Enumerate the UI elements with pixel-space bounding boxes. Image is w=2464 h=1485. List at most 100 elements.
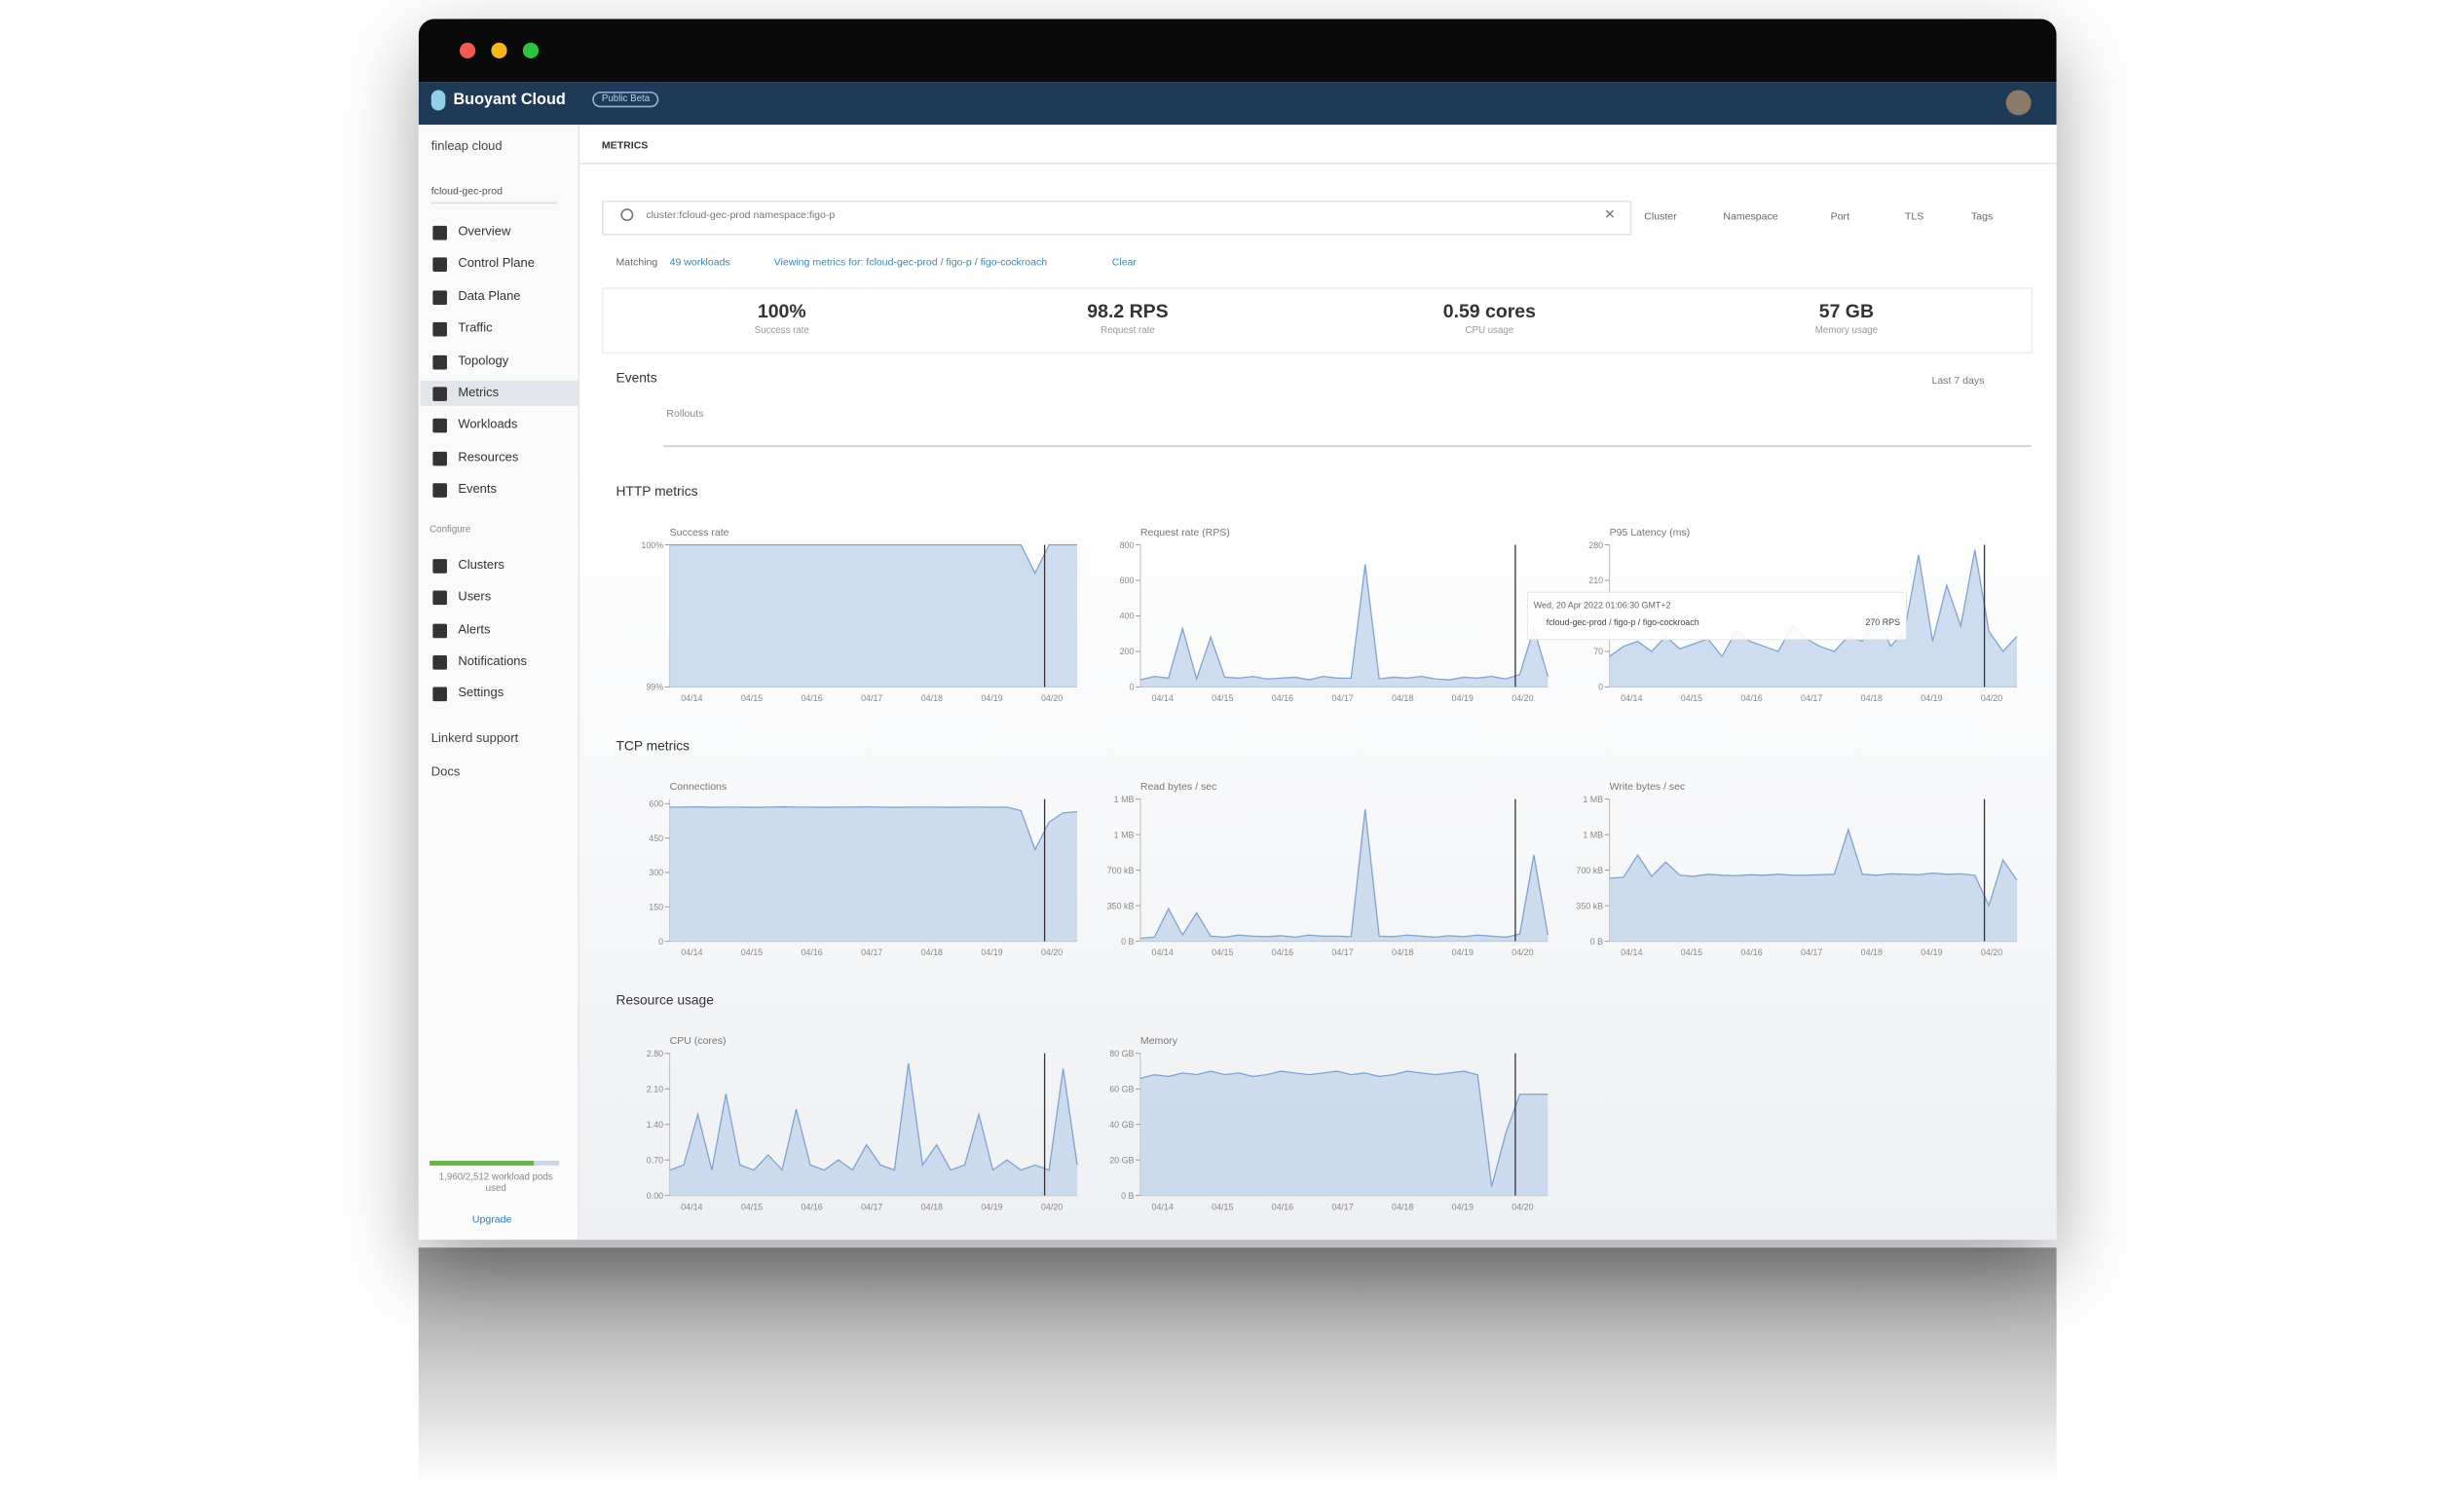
maximize-dot[interactable]: [522, 42, 540, 59]
x-tick-label: 04/16: [1272, 693, 1293, 703]
matching-clear[interactable]: Clear: [1111, 257, 1137, 269]
area-fill: [669, 1063, 1078, 1196]
x-tick-label: 04/19: [1452, 947, 1474, 957]
title-bar: [418, 19, 2057, 83]
nav-icon: [432, 322, 447, 337]
area-fill: [669, 806, 1078, 942]
x-tick-label: 04/15: [1681, 947, 1702, 957]
divider: [579, 163, 2057, 165]
x-tick-label: 04/15: [1212, 1202, 1233, 1211]
tooltip-time: Wed, 20 Apr 2022 01:06:30 GMT+2: [1534, 600, 1671, 610]
area-fill: [1609, 829, 2018, 942]
filter-dropdown[interactable]: Namespace: [1723, 211, 1778, 223]
x-tick-label: 04/18: [921, 1202, 943, 1211]
y-tick-label: 1 MB: [1114, 830, 1135, 839]
y-tick-label: 600: [1120, 575, 1135, 585]
x-tick-label: 04/15: [741, 1202, 763, 1211]
matching-count[interactable]: 49 workloads: [669, 257, 730, 269]
nav-item[interactable]: Overview: [458, 224, 511, 239]
chart-title: Success rate: [670, 527, 729, 538]
x-tick-label: 04/17: [1801, 693, 1822, 703]
stat-label: CPU usage: [1465, 326, 1514, 337]
x-tick-label: 04/17: [1331, 693, 1353, 703]
upgrade-link[interactable]: Upgrade: [471, 1214, 512, 1226]
x-tick-label: 04/18: [921, 693, 943, 703]
nav-item[interactable]: Resources: [458, 449, 519, 464]
nav-icon: [432, 483, 447, 499]
close-dot[interactable]: [459, 42, 476, 59]
filter-dropdown[interactable]: TLS: [1904, 211, 1924, 223]
stat-value: 57 GB: [1818, 300, 1875, 322]
events-axis: [663, 445, 2032, 447]
chart: Connections 0 150 300 450 600 04/14 04/15 04/16 0…: [649, 781, 1078, 957]
y-tick-label: 150: [649, 903, 663, 912]
nav-icon: [432, 451, 447, 466]
line: [669, 543, 1078, 575]
x-tick-label: 04/15: [741, 693, 763, 703]
x-tick-label: 04/18: [1392, 693, 1413, 703]
nav-item[interactable]: Workloads: [458, 417, 518, 432]
chart: CPU (cores) 0.00 0.70 1.40 2.10 2.80 04/14 04/1…: [647, 1035, 1078, 1211]
chart: Write bytes / sec 0 B 350 kB 700 kB 1 MB 1 MB…: [1576, 781, 2018, 957]
sidebar-link[interactable]: Linkerd support: [430, 730, 519, 746]
y-tick-label: 60 GB: [1109, 1084, 1134, 1094]
y-tick-label: 450: [649, 834, 663, 843]
app-header: [418, 82, 2057, 126]
nav-item[interactable]: Events: [458, 481, 498, 497]
chart-title: Write bytes / sec: [1610, 781, 1686, 793]
events-range[interactable]: Last 7 days: [1931, 375, 1985, 388]
y-tick-label: 1 MB: [1583, 795, 1603, 804]
chart-title: Read bytes / sec: [1140, 781, 1216, 793]
x-tick-label: 04/17: [861, 1202, 882, 1211]
x-tick-label: 04/18: [1392, 947, 1413, 957]
nav-item[interactable]: Alerts: [458, 621, 491, 636]
y-tick-label: 0.00: [647, 1191, 663, 1201]
x-tick-label: 04/17: [1331, 947, 1353, 957]
y-tick-label: 0: [658, 937, 663, 947]
nav-item[interactable]: Traffic: [458, 320, 493, 336]
filter-query: cluster:fcloud-gec-prod namespace:figo-p: [646, 209, 836, 222]
filter-dropdown[interactable]: Cluster: [1644, 211, 1677, 223]
x-tick-label: 04/19: [1452, 1202, 1474, 1211]
filter-dropdown[interactable]: Tags: [1971, 211, 1994, 223]
chart-title: P95 Latency (ms): [1610, 527, 1691, 538]
y-tick-label: 210: [1588, 575, 1603, 585]
filter-dropdown[interactable]: Port: [1830, 211, 1850, 223]
x-tick-label: 04/18: [1392, 1202, 1413, 1211]
x-tick-label: 04/19: [1921, 947, 1942, 957]
x-tick-label: 04/20: [1981, 693, 2002, 703]
nav-item[interactable]: Users: [458, 589, 492, 605]
sidebar-link[interactable]: Docs: [430, 763, 461, 779]
filter-box[interactable]: [601, 200, 1632, 236]
tooltip: [1526, 591, 1907, 641]
nav-item[interactable]: Clusters: [458, 557, 504, 573]
nav-item[interactable]: Control Plane: [458, 256, 535, 271]
x-tick-label: 04/14: [681, 947, 702, 957]
org-name[interactable]: finleap cloud: [430, 138, 503, 154]
area-fill: [1609, 549, 2018, 687]
x-tick-label: 04/19: [1452, 693, 1474, 703]
nav-item[interactable]: Metrics: [458, 385, 500, 400]
cluster-select[interactable]: fcloud-gec-prod: [430, 186, 558, 204]
minimize-dot[interactable]: [491, 42, 507, 59]
stat-value: 100%: [757, 300, 806, 322]
matching-viewing: Viewing metrics for: fcloud-gec-prod / f…: [773, 257, 1048, 269]
nav-item[interactable]: Notifications: [458, 653, 527, 668]
x-tick-label: 04/20: [1041, 693, 1063, 703]
stat-label: Memory usage: [1814, 326, 1879, 337]
x-tick-label: 04/20: [1512, 693, 1533, 703]
y-tick-label: 400: [1120, 612, 1135, 621]
x-tick-label: 04/16: [1272, 947, 1293, 957]
avatar[interactable]: [2005, 90, 2032, 116]
matching-label: Matching: [616, 257, 658, 269]
nav-item[interactable]: Data Plane: [458, 288, 521, 304]
y-tick-label: 200: [1120, 647, 1135, 656]
chart-title: Request rate (RPS): [1140, 527, 1230, 538]
nav-icon: [432, 354, 447, 369]
line: [1609, 827, 2018, 908]
x-tick-label: 04/20: [1512, 1202, 1533, 1211]
nav-icon: [432, 622, 447, 638]
nav-item[interactable]: Settings: [458, 686, 504, 700]
nav-item[interactable]: Topology: [458, 353, 509, 368]
clear-icon[interactable]: ×: [1604, 204, 1616, 225]
